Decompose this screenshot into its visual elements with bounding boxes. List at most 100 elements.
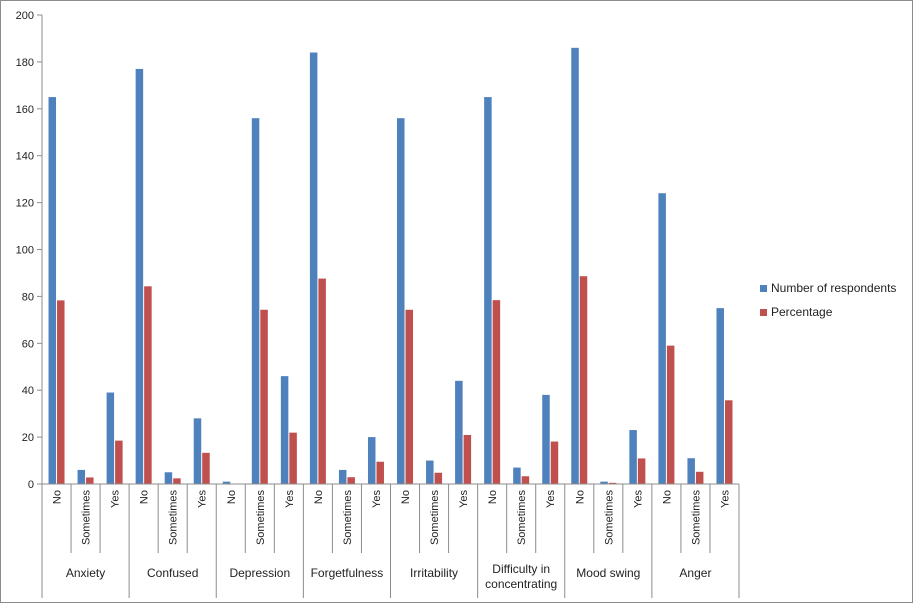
bar — [463, 434, 472, 484]
category-label: No — [661, 490, 673, 504]
group-label: Mood swing — [576, 566, 640, 580]
bar — [629, 430, 637, 484]
group-label: Irritability — [410, 566, 458, 580]
category-label: Yes — [284, 490, 296, 508]
bar — [579, 276, 588, 484]
bar — [405, 309, 414, 484]
group-label: Forgetfulness — [311, 566, 384, 580]
legend: Number of respondents Percentage — [760, 281, 896, 319]
bar — [144, 286, 152, 484]
category-label: Yes — [458, 490, 470, 508]
category-label: Yes — [110, 490, 122, 508]
bar — [77, 469, 86, 484]
y-tick-label: 40 — [22, 385, 34, 397]
bar — [367, 437, 376, 484]
y-tick-label: 200 — [16, 10, 34, 22]
bar — [57, 300, 65, 484]
y-tick-label: 80 — [22, 291, 34, 303]
category-label: No — [52, 490, 64, 504]
bar — [571, 47, 579, 485]
bar — [687, 458, 695, 484]
bar — [280, 376, 289, 484]
category-label: Yes — [719, 490, 731, 508]
category-label: Yes — [632, 490, 644, 508]
category-label: Yes — [545, 490, 557, 508]
bar — [338, 469, 347, 484]
category-label: Sometimes — [429, 490, 441, 546]
category-label: Sometimes — [342, 490, 354, 546]
category-label: Sometimes — [168, 490, 180, 546]
category-label: Yes — [197, 490, 209, 508]
bar — [309, 52, 318, 485]
bar — [397, 118, 405, 485]
bar — [260, 309, 268, 484]
category-label: No — [226, 490, 238, 504]
category-label: Sometimes — [81, 490, 93, 546]
x-axis: No Sometimes Yes No Sometimes Yes No Sometimes Y… — [41, 483, 740, 598]
bar — [637, 458, 646, 484]
category-label: No — [313, 490, 325, 504]
bar — [251, 118, 260, 485]
bar — [434, 472, 443, 484]
bar — [347, 477, 355, 484]
y-tick-label: 180 — [16, 57, 34, 69]
group-label: concentrating — [485, 577, 557, 591]
bar — [106, 392, 115, 484]
bar — [724, 400, 733, 484]
bar — [513, 467, 521, 484]
y-tick-label: 140 — [16, 151, 34, 163]
group-label: Anxiety — [66, 566, 105, 580]
bar — [658, 193, 666, 484]
bar — [492, 300, 501, 484]
bar — [542, 394, 550, 484]
bar — [164, 472, 173, 484]
bar — [666, 345, 675, 484]
group-label: Confused — [147, 566, 198, 580]
bar — [86, 477, 94, 484]
y-tick-label: 120 — [16, 198, 34, 210]
bar — [202, 452, 210, 484]
bar — [608, 482, 617, 484]
bar — [135, 68, 144, 484]
legend-swatch — [760, 285, 767, 292]
y-tick-label: 20 — [22, 432, 34, 444]
bar — [716, 308, 724, 484]
category-label: Sometimes — [603, 490, 615, 546]
category-label: Sometimes — [255, 490, 267, 546]
bars — [48, 47, 733, 485]
category-label: No — [574, 490, 586, 504]
category-label: Yes — [371, 490, 383, 508]
y-axis: 0 20 40 60 80 100 120 140 160 180 200 — [16, 10, 43, 491]
y-tick-label: 160 — [16, 104, 34, 116]
bar — [48, 97, 57, 484]
category-label: No — [487, 490, 499, 504]
legend-label: Percentage — [771, 305, 833, 319]
group-label: Difficulty in — [492, 562, 550, 576]
bar — [289, 432, 297, 484]
bar — [695, 471, 704, 484]
legend-label: Number of respondents — [771, 281, 896, 295]
bar — [550, 441, 559, 484]
bar — [173, 478, 181, 484]
category-label: Sometimes — [516, 490, 528, 546]
y-tick-label: 0 — [28, 479, 34, 491]
bar — [376, 461, 384, 484]
bar — [193, 418, 202, 484]
bar — [222, 481, 231, 484]
category-label: Sometimes — [690, 490, 702, 546]
bar — [115, 440, 123, 484]
bar — [426, 460, 434, 484]
y-tick-label: 100 — [16, 245, 34, 257]
group-label: Depression — [229, 566, 290, 580]
bar — [521, 476, 530, 484]
legend-swatch — [760, 309, 767, 316]
bar — [600, 481, 608, 484]
bar — [455, 380, 463, 484]
group-label: Anger — [679, 566, 711, 580]
category-label: No — [400, 490, 412, 504]
y-tick-label: 60 — [22, 338, 34, 350]
bar — [318, 278, 326, 484]
category-label: No — [139, 490, 151, 504]
